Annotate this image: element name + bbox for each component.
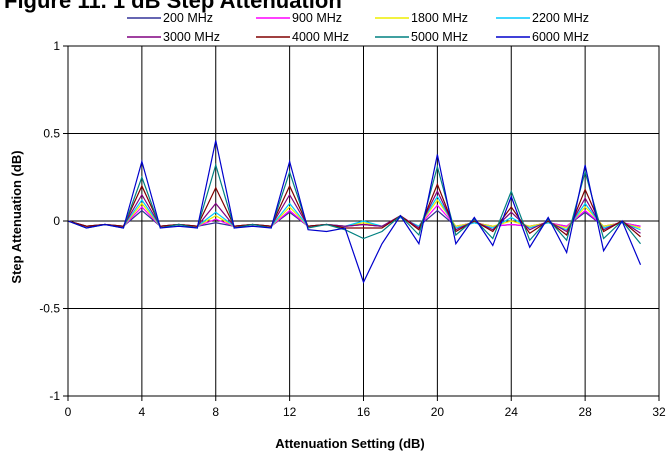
x-tick-label: 4 xyxy=(139,405,146,419)
x-tick-label: 0 xyxy=(65,405,72,419)
legend-item: 900 MHz xyxy=(256,11,342,25)
series-lines xyxy=(67,140,642,284)
x-tick-label: 16 xyxy=(357,405,371,419)
x-tick-label: 32 xyxy=(652,405,666,419)
y-tick-label: 0.5 xyxy=(43,127,60,141)
y-axis-title: Step Attenuation (dB) xyxy=(9,150,24,283)
legend-item: 4000 MHz xyxy=(256,30,349,44)
x-tick-label: 8 xyxy=(212,405,219,419)
legend-label: 1800 MHz xyxy=(411,11,468,25)
legend-label: 200 MHz xyxy=(163,11,213,25)
legend-item: 1800 MHz xyxy=(375,11,468,25)
legend-item: 3000 MHz xyxy=(127,30,220,44)
legend-item: 5000 MHz xyxy=(375,30,468,44)
y-tick-label: -1 xyxy=(49,389,60,403)
series-line-6000-mhz xyxy=(67,140,642,284)
x-axis-title: Attenuation Setting (dB) xyxy=(275,436,424,451)
y-tick-label: 1 xyxy=(53,39,60,53)
x-tick-label: 12 xyxy=(283,405,297,419)
chart-title: Figure 11. 1 dB Step Attenuation xyxy=(4,0,342,13)
legend-label: 6000 MHz xyxy=(532,30,589,44)
y-tick-labels: 1 0.5 0 -0.5 -1 xyxy=(39,39,60,403)
x-tick-label: 28 xyxy=(578,405,592,419)
legend-label: 4000 MHz xyxy=(292,30,349,44)
x-tick-labels: 0 4 8 12 16 20 24 28 32 xyxy=(65,405,666,419)
y-tick-label: 0 xyxy=(53,214,60,228)
plot-frame xyxy=(63,45,660,401)
legend-item: 6000 MHz xyxy=(496,30,589,44)
legend-item: 2200 MHz xyxy=(496,11,589,25)
legend-label: 900 MHz xyxy=(292,11,342,25)
legend-item: 200 MHz xyxy=(127,11,213,25)
x-tick-label: 20 xyxy=(431,405,445,419)
x-tick-label: 24 xyxy=(505,405,519,419)
legend-label: 2200 MHz xyxy=(532,11,589,25)
legend: 200 MHz 900 MHz 1800 MHz 2200 MHz 3000 MHz 40… xyxy=(127,11,589,44)
legend-label: 5000 MHz xyxy=(411,30,468,44)
legend-label: 3000 MHz xyxy=(163,30,220,44)
y-tick-label: -0.5 xyxy=(39,302,60,316)
